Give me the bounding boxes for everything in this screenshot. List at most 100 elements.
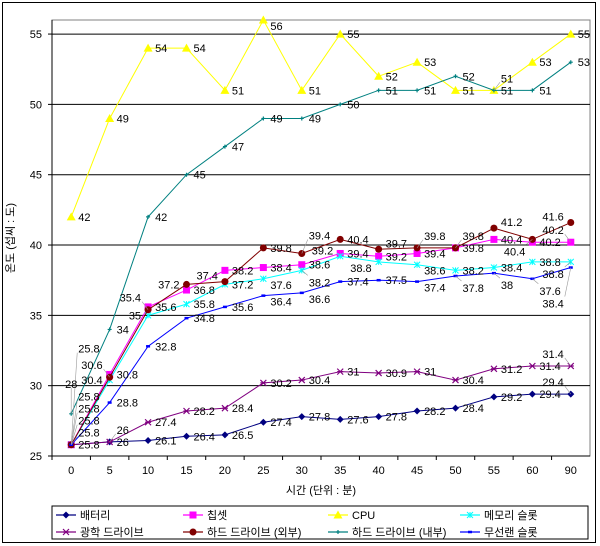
series-line [70, 267, 571, 446]
data-label: 35.6 [232, 302, 253, 314]
plus-marker [222, 144, 227, 149]
data-label: 38.2 [309, 277, 330, 289]
x-tick-label: 15 [180, 465, 192, 477]
data-label: 28.4 [232, 403, 253, 415]
x-tick-label: 0 [68, 465, 74, 477]
legend-item: 하드 드라이브 (내부) [328, 525, 446, 539]
data-label: 40.4 [501, 234, 522, 246]
series-line [70, 222, 571, 445]
xstar-marker [221, 404, 229, 412]
data-label: 38.4 [501, 263, 522, 275]
data-label: 37.5 [386, 275, 407, 287]
circle-marker [259, 244, 267, 252]
square-marker [298, 261, 306, 269]
data-label: 39.4 [347, 248, 368, 260]
label-leader-line [564, 267, 572, 297]
data-label: 51 [386, 85, 398, 97]
legend-label: 하드 드라이브 (내부) [352, 525, 446, 539]
data-label: 51 [463, 85, 475, 97]
xstar-marker [490, 365, 498, 373]
data-label: 26 [117, 437, 129, 449]
asterisk-marker [336, 252, 344, 260]
legend-label: 칩셋 [207, 509, 227, 522]
data-label: 50 [347, 99, 359, 111]
asterisk-marker [413, 261, 421, 269]
plus-marker [261, 116, 266, 121]
x-tick-label: 25 [257, 465, 269, 477]
plus-marker [336, 530, 340, 534]
data-label: 42 [155, 212, 167, 224]
diamond-marker [259, 418, 267, 426]
data-label: 53 [578, 57, 590, 69]
data-label: 31.4 [539, 361, 560, 373]
data-label: 51 [232, 85, 244, 97]
data-label: 31 [347, 367, 359, 379]
data-label: 39.2 [386, 251, 407, 263]
plus-marker [146, 214, 151, 219]
plus-marker [107, 327, 112, 332]
data-label: 34 [117, 324, 129, 336]
data-label: 34.8 [194, 313, 215, 325]
y-axis-title: 온도 (섭씨 : 도) [4, 203, 17, 273]
data-label: 49 [270, 113, 282, 125]
data-label: 56 [270, 21, 282, 33]
x-tick-label: 35 [334, 465, 346, 477]
label-leader-line [141, 301, 149, 310]
x-tick-label: 45 [411, 465, 423, 477]
label-leader-line [526, 239, 533, 245]
circle-marker [189, 528, 197, 536]
legend-label: 광학 드라이브 [80, 526, 144, 539]
circle-marker [183, 280, 190, 288]
triangle-marker [297, 85, 307, 94]
data-label: 38.8 [542, 269, 563, 281]
diamond-marker [452, 404, 459, 412]
data-label: 49 [117, 113, 129, 125]
data-label: 37.8 [463, 283, 484, 295]
data-label: 38.4 [270, 263, 291, 275]
data-label: 37.2 [232, 279, 253, 291]
label-leader-line [455, 239, 462, 249]
xstar-marker [183, 407, 190, 415]
diamond-marker [62, 511, 70, 519]
triangle-marker [335, 29, 345, 38]
data-label: 41.6 [542, 212, 563, 224]
y-tick-label: 25 [30, 451, 42, 463]
triangle-marker [451, 85, 460, 94]
y-tick-label: 35 [30, 310, 42, 322]
xstar-marker [259, 379, 267, 387]
x-tick-label: 10 [142, 465, 154, 477]
data-label: 40.4 [347, 234, 368, 246]
legend-label: 메모리 슬롯 [484, 509, 538, 522]
data-label: 41.2 [501, 217, 522, 229]
data-label: 38 [501, 280, 513, 292]
y-tick-label: 30 [30, 381, 42, 393]
data-label: 35.4 [120, 293, 141, 305]
asterisk-marker [466, 511, 474, 519]
legend-label: 무선랜 슬롯 [484, 526, 538, 539]
triangle-marker [566, 29, 576, 38]
series-line [70, 61, 572, 415]
asterisk-marker [452, 266, 459, 274]
data-label: 27.4 [270, 417, 291, 429]
data-label: 30.6 [81, 360, 102, 372]
y-tick-label: 55 [30, 29, 42, 41]
plus-marker [453, 74, 458, 79]
data-label: 52 [463, 71, 475, 83]
data-label: 39.4 [424, 248, 445, 260]
x-tick-label: 50 [449, 465, 461, 477]
data-label: 35.8 [194, 299, 215, 311]
diamond-marker [144, 437, 152, 445]
data-label: 25.8 [78, 440, 99, 452]
data-label: 35 [129, 310, 141, 322]
data-label: 38.2 [463, 265, 484, 277]
plus-marker [184, 172, 189, 177]
data-label: 51 [539, 85, 551, 97]
diamond-marker [183, 432, 190, 440]
data-label: 28.8 [117, 398, 138, 410]
diamond-marker [528, 390, 536, 398]
data-label: 39.8 [463, 243, 484, 255]
data-label: 53 [539, 57, 551, 69]
data-label: 52 [386, 71, 398, 83]
xstar-marker [528, 362, 536, 370]
